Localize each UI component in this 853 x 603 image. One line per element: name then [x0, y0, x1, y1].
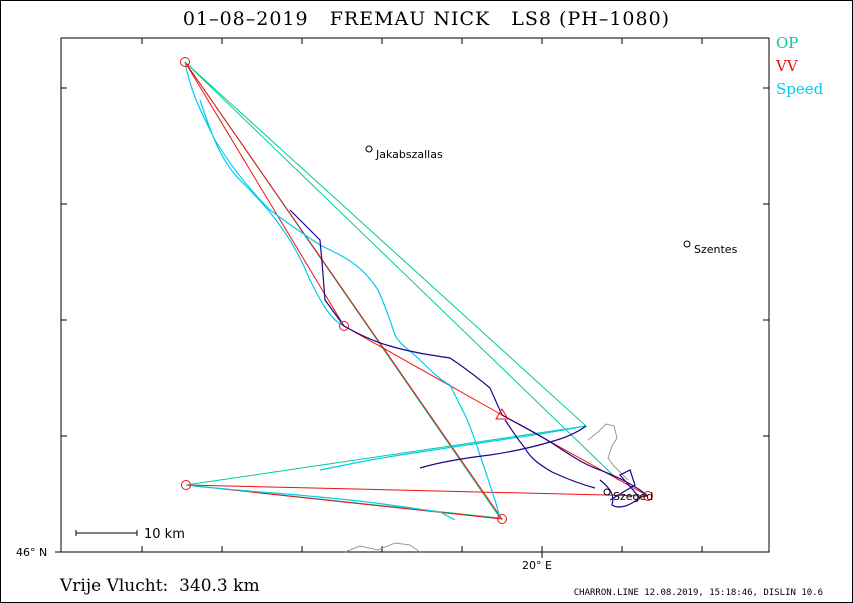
top-ticks — [141, 38, 703, 44]
scale-bar — [75, 530, 138, 536]
town-marker-szentes — [683, 240, 691, 248]
turnpoint-marker — [643, 491, 653, 501]
turnpoint-marker — [497, 514, 507, 524]
lon-label: 20° E — [522, 559, 552, 572]
town-marker-jakabszallas — [365, 145, 373, 153]
right-ticks — [763, 87, 769, 437]
op-task-leg — [184, 61, 619, 481]
lat-label: 46° N — [16, 546, 47, 559]
turnpoint-marker — [339, 321, 349, 331]
legend-vv: VV — [776, 57, 798, 75]
town-marker-szeged — [603, 488, 611, 496]
turnpoint-marker — [180, 57, 190, 67]
legend-speed: Speed — [776, 80, 824, 98]
turnpoint-marker — [181, 480, 191, 490]
scale-label: 10 km — [144, 527, 185, 542]
start-triangle-marker — [495, 408, 509, 420]
left-ticks — [61, 87, 67, 553]
town-label-jakabszallas: Jakabszallas — [375, 148, 443, 161]
town-label-szeged: Szeged — [613, 490, 653, 503]
speed-track — [184, 61, 587, 521]
vv-task-line — [184, 61, 649, 520]
turnpoint-markers — [180, 57, 653, 524]
town-label-szentes: Szentes — [694, 243, 738, 256]
free-flight-distance: Vrije Vlucht: 340.3 km — [60, 576, 260, 596]
flight-track — [289, 209, 649, 508]
flight-title: 01–08–2019 FREMAU NICK LS8 (PH–1080) — [182, 8, 671, 30]
terrain-outline-bottom — [344, 542, 421, 553]
terrain-outline — [587, 423, 629, 481]
legend-op: OP — [776, 34, 799, 52]
credit-line: CHARRON.LINE 12.08.2019, 15:18:46, DISLI… — [573, 588, 823, 598]
map-frame — [60, 37, 770, 553]
bottom-ticks — [141, 546, 703, 558]
